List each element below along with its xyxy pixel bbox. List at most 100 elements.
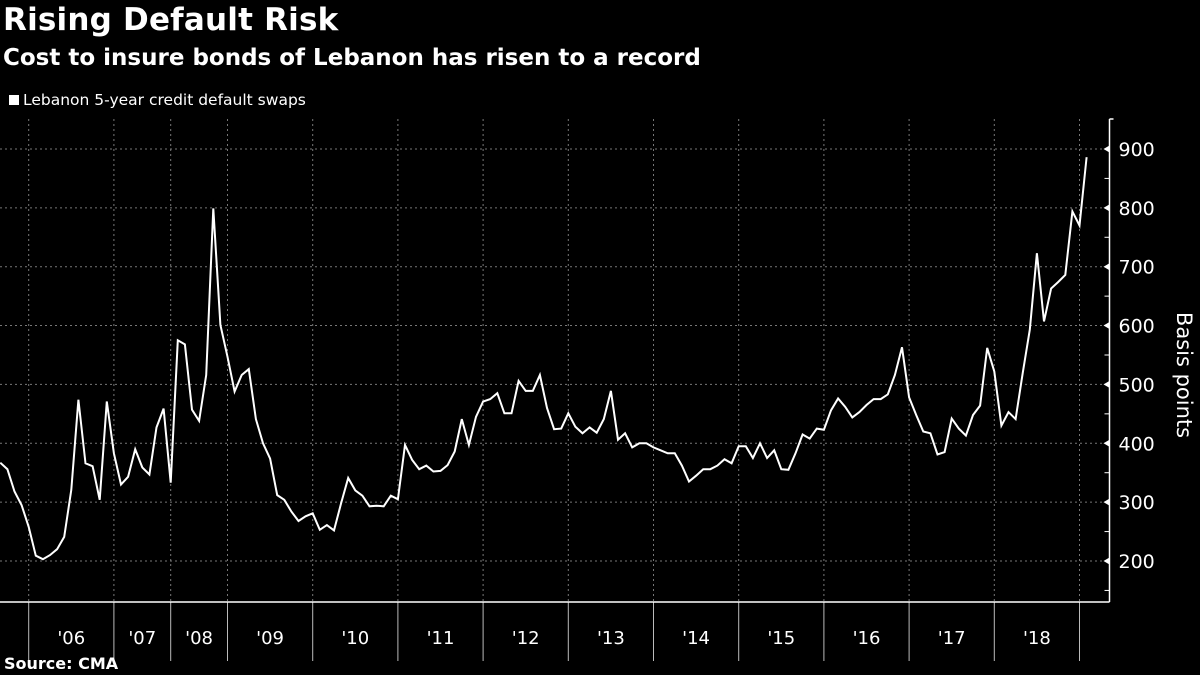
y-tick-marker	[1103, 557, 1110, 565]
data-point	[269, 457, 271, 459]
data-point	[745, 445, 747, 447]
data-point	[262, 442, 264, 444]
data-point	[425, 464, 427, 466]
data-point	[951, 417, 953, 419]
data-point	[361, 494, 363, 496]
x-tick-label: '15	[767, 628, 795, 649]
y-tick-label: 800	[1119, 198, 1155, 220]
data-point	[1078, 224, 1080, 226]
y-tick-marker	[1103, 145, 1110, 153]
data-point	[42, 558, 44, 560]
data-point	[908, 396, 910, 398]
legend-label: Lebanon 5-year credit default swaps	[23, 91, 306, 109]
x-tick-label: '16	[853, 628, 881, 649]
data-point	[787, 469, 789, 471]
data-point	[148, 473, 150, 475]
data-point	[681, 464, 683, 466]
data-point	[809, 437, 811, 439]
data-point	[134, 448, 136, 450]
data-point	[212, 207, 214, 209]
data-point	[759, 442, 761, 444]
data-point	[986, 347, 988, 349]
data-point	[1000, 424, 1002, 426]
data-point	[326, 524, 328, 526]
data-point	[368, 505, 370, 507]
data-point	[894, 374, 896, 376]
data-point	[688, 480, 690, 482]
data-point	[63, 536, 65, 538]
data-point	[468, 444, 470, 446]
data-point	[901, 346, 903, 348]
data-point	[979, 404, 981, 406]
data-point	[624, 432, 626, 434]
y-axis-title: Basis points	[1172, 312, 1196, 438]
y-tick-label: 700	[1119, 257, 1155, 279]
legend-swatch	[9, 95, 19, 105]
data-point	[418, 468, 420, 470]
data-point	[91, 465, 93, 467]
data-point	[560, 427, 562, 429]
data-point	[162, 407, 164, 409]
x-tick-label: '09	[256, 628, 284, 649]
y-tick-marker	[1103, 204, 1110, 212]
data-point	[830, 409, 832, 411]
data-point	[454, 450, 456, 452]
data-point	[517, 380, 519, 382]
x-tick-label: '08	[185, 628, 213, 649]
data-point	[84, 462, 86, 464]
data-point	[553, 428, 555, 430]
data-point	[177, 339, 179, 341]
data-point	[716, 464, 718, 466]
data-point	[880, 398, 882, 400]
data-point	[191, 409, 193, 411]
data-point	[1036, 252, 1038, 254]
data-point	[929, 432, 931, 434]
x-tick-label: '06	[57, 628, 85, 649]
data-point	[390, 494, 392, 496]
data-point	[887, 393, 889, 395]
data-point	[865, 404, 867, 406]
data-point	[1014, 418, 1016, 420]
data-point	[304, 515, 306, 517]
data-point	[972, 414, 974, 416]
legend: Lebanon 5-year credit default swaps	[9, 91, 306, 109]
data-point	[397, 498, 399, 500]
x-tick-label: '07	[128, 628, 156, 649]
data-point	[290, 510, 292, 512]
data-point	[993, 370, 995, 372]
data-point	[127, 476, 129, 478]
data-point	[574, 426, 576, 428]
y-tick-label: 200	[1119, 551, 1155, 573]
data-point	[70, 489, 72, 491]
data-point	[922, 430, 924, 432]
data-point	[958, 427, 960, 429]
data-point	[1022, 372, 1024, 374]
x-tick-label: '14	[682, 628, 710, 649]
data-point	[752, 457, 754, 459]
data-point	[241, 374, 243, 376]
data-point	[489, 398, 491, 400]
y-tick-label: 500	[1119, 374, 1155, 396]
data-point	[1029, 328, 1031, 330]
data-point	[233, 390, 235, 392]
source-note: Source: CMA	[4, 654, 119, 673]
data-point	[638, 442, 640, 444]
data-point	[276, 494, 278, 496]
data-point	[610, 390, 612, 392]
data-point	[13, 490, 15, 492]
data-point	[539, 374, 541, 376]
x-tick-label: '12	[512, 628, 540, 649]
data-point	[340, 502, 342, 504]
y-tick-label: 900	[1119, 139, 1155, 161]
data-point	[446, 464, 448, 466]
data-point	[383, 505, 385, 507]
data-point	[823, 429, 825, 431]
data-point	[198, 420, 200, 422]
y-tick-label: 400	[1119, 433, 1155, 455]
data-point	[581, 432, 583, 434]
data-point	[596, 431, 598, 433]
data-point	[872, 398, 874, 400]
data-point	[482, 400, 484, 402]
data-point	[461, 418, 463, 420]
